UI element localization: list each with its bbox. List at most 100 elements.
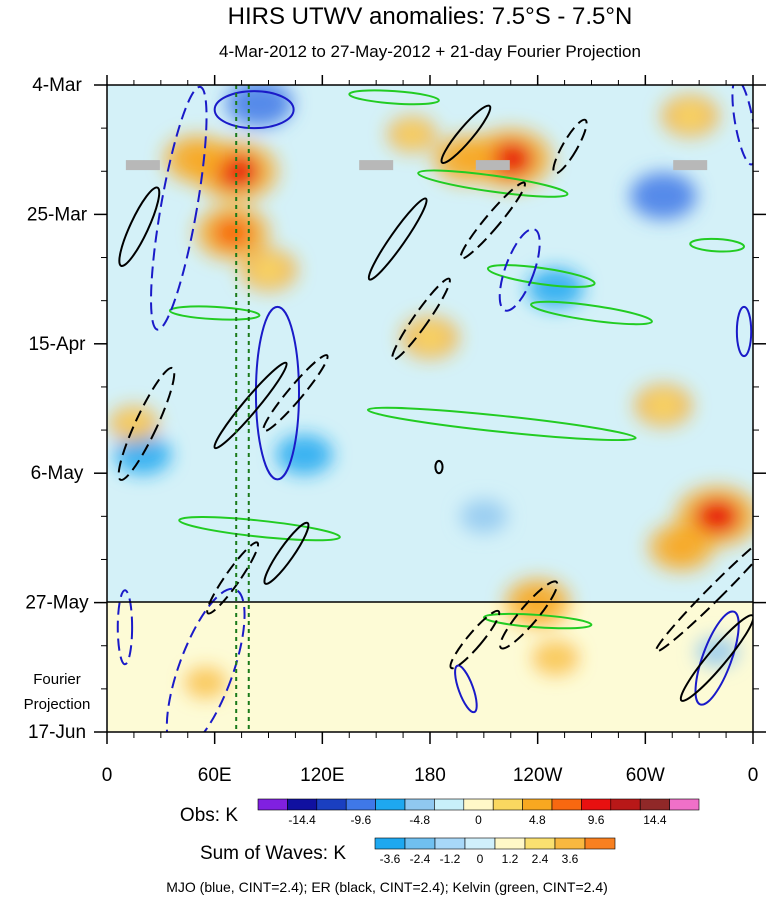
- obs-legend-tick-label-3: 0: [475, 813, 482, 827]
- waves-legend-tick-label-1: -2.4: [410, 852, 431, 866]
- waves-legend-tick-label-2: -1.2: [440, 852, 461, 866]
- er-contour-11: [263, 521, 310, 585]
- cold-anomaly-2: [275, 434, 333, 475]
- obs-legend-tick-label-4: 4.8: [529, 813, 546, 827]
- obs-legend-tick-label-0: -14.4: [288, 813, 316, 827]
- er-contour-7: [459, 181, 526, 260]
- mjo-contour-7: [454, 664, 478, 714]
- waves-legend-tick-label-5: 2.4: [532, 852, 549, 866]
- y-tick-label-2: 15-Apr: [28, 334, 86, 355]
- kelvin-contour-5: [178, 516, 341, 542]
- waves-legend-tick-label-6: 3.6: [562, 852, 579, 866]
- warm-anomaly-core-3: [254, 259, 283, 281]
- warm-anomaly-core-6: [695, 499, 739, 533]
- plot-area: [107, 85, 753, 732]
- mjo-contour-8: [165, 587, 246, 732]
- kelvin-contour-3: [530, 300, 653, 326]
- warm-anomaly-core-1: [213, 218, 252, 248]
- fourier-label-line1: Fourier: [33, 671, 81, 688]
- missing-data-marker-0: [125, 160, 160, 171]
- warm-anomaly-core-2: [180, 146, 214, 172]
- missing-data-marker-1: [359, 160, 394, 171]
- obs-legend-swatch-6: [434, 798, 465, 811]
- mjo-contour-0: [213, 90, 295, 130]
- obs-legend-swatch-12: [610, 798, 641, 811]
- obs-legend-swatch-5: [404, 798, 435, 811]
- er-contour-14: [449, 609, 501, 670]
- warm-anomaly-core-11: [676, 105, 705, 127]
- er-contour-6: [440, 104, 492, 164]
- obs-legend-swatch-7: [463, 798, 494, 811]
- missing-data-marker-2: [475, 160, 510, 171]
- warm-anomaly-core-10: [649, 394, 678, 417]
- kelvin-contour-7: [482, 612, 593, 630]
- obs-legend-tick-label-5: 9.6: [588, 813, 605, 827]
- cold-anomaly-5: [460, 499, 508, 534]
- y-tick-label-0: 4-Mar: [32, 75, 82, 96]
- obs-legend-swatch-3: [345, 798, 376, 811]
- waves-legend-label: Sum of Waves: K: [200, 843, 346, 864]
- obs-legend-label: Obs: K: [180, 805, 238, 826]
- kelvin-contour-4: [366, 406, 637, 442]
- mjo-contour-6: [694, 610, 740, 706]
- obs-legend-tick-label-1: -9.6: [351, 813, 372, 827]
- x-axis: 0 60E 120E 180 120W 60W 0: [102, 75, 759, 786]
- er-contour-4: [367, 197, 428, 281]
- er-contour-9: [654, 528, 753, 653]
- y-tick-label-5: 17-Jun: [28, 722, 86, 743]
- cold-anomaly-1: [630, 172, 697, 220]
- cold-anomaly-0: [226, 85, 293, 127]
- x-tick-label-0: 0: [102, 765, 113, 786]
- warm-anomaly-core-12: [400, 125, 424, 144]
- waves-legend-swatch-4: [494, 837, 526, 850]
- waves-legend-swatch-3: [464, 837, 496, 850]
- waves-legend-tick-label-4: 1.2: [502, 852, 519, 866]
- obs-legend-swatch-0: [257, 798, 288, 811]
- x-tick-label-4: 120W: [513, 765, 563, 786]
- warm-anomaly-core-9: [416, 326, 444, 349]
- obs-legend-swatch-10: [551, 798, 582, 811]
- y-tick-label-4: 27-May: [25, 593, 89, 614]
- warm-anomaly-core-7: [664, 534, 698, 560]
- chart-subtitle: 4-Mar-2012 to 27-May-2012 + 21-day Fouri…: [219, 42, 641, 61]
- mjo-contour-5: [735, 305, 753, 358]
- mjo-contour-2: [254, 305, 301, 481]
- mjo-contour-3: [498, 228, 541, 312]
- missing-data-layer: [125, 160, 708, 171]
- waves-legend-tick-label-0: -3.6: [380, 852, 401, 866]
- obs-legend-swatch-2: [316, 798, 347, 811]
- mjo-contour-9: [116, 589, 134, 666]
- er-contour-1: [117, 366, 176, 481]
- kelvin-contour-2: [486, 264, 596, 288]
- er-contour-12: [206, 541, 260, 615]
- chart-title: HIRS UTWV anomalies: 7.5°S - 7.5°N: [228, 3, 633, 30]
- mjo-contour-1: [150, 85, 208, 331]
- y-axis: 4-Mar 25-Mar 15-Apr 6-May 27-May 17-Jun: [25, 75, 766, 743]
- er-contour-5: [391, 277, 451, 361]
- obs-legend-swatch-14: [669, 798, 700, 811]
- warm-anomaly-core-15: [197, 675, 215, 690]
- y-tick-label-1: 25-Mar: [27, 204, 88, 225]
- waves-legend-swatch-7: [584, 837, 616, 850]
- waves-legend-swatch-0: [374, 837, 406, 850]
- x-tick-label-5: 60W: [626, 765, 665, 786]
- fourier-label-line2: Projection: [24, 696, 91, 713]
- obs-legend-swatch-4: [375, 798, 406, 811]
- cold-anomaly-3: [527, 268, 585, 309]
- kelvin-contours: [168, 89, 745, 630]
- obs-legend: -14.4 -9.6 -4.8 0 4.8 9.6 14.4: [257, 798, 700, 827]
- er-contour-8: [552, 118, 588, 175]
- er-contour-3: [262, 354, 329, 433]
- heatmap-layer: [109, 85, 753, 698]
- warm-anomaly-core-14: [545, 650, 566, 666]
- kelvin-contour-0: [348, 89, 440, 106]
- waves-legend-swatch-6: [554, 837, 586, 850]
- x-tick-label-6: 0: [748, 765, 759, 786]
- obs-legend-swatch-1: [287, 798, 318, 811]
- reference-lines: [235, 85, 250, 732]
- x-tick-label-3: 180: [414, 765, 446, 786]
- obs-legend-tick-label-6: 14.4: [643, 813, 667, 827]
- er-contour-15: [434, 459, 444, 475]
- mjo-contours: [116, 85, 753, 732]
